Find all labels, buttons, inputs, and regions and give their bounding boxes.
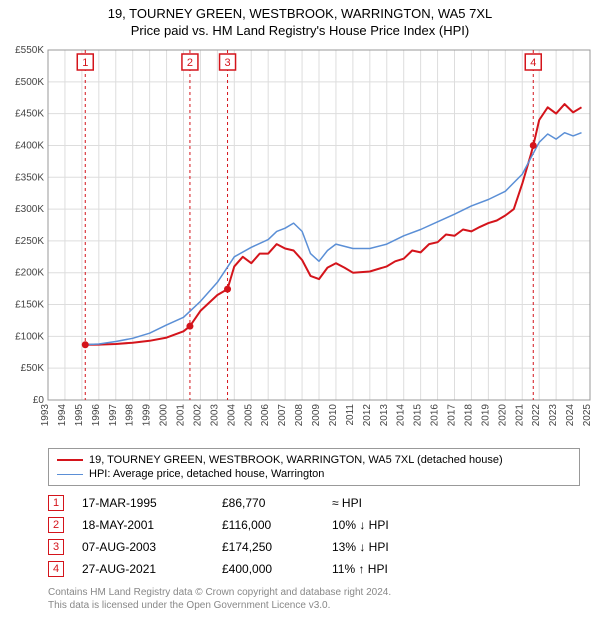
y-tick-label: £200K xyxy=(15,268,44,279)
transaction-delta: 10% ↓ HPI xyxy=(332,518,442,532)
x-tick-label: 2022 xyxy=(531,404,542,427)
sale-point xyxy=(224,286,231,293)
title-address: 19, TOURNEY GREEN, WESTBROOK, WARRINGTON… xyxy=(4,6,596,21)
y-tick-label: £100K xyxy=(15,331,44,342)
transaction-date: 07-AUG-2003 xyxy=(82,540,222,554)
y-tick-label: £300K xyxy=(15,204,44,215)
y-tick-label: £500K xyxy=(15,77,44,88)
transaction-date: 18-MAY-2001 xyxy=(82,518,222,532)
transaction-row: 2 18-MAY-2001£116,00010% ↓ HPI xyxy=(48,514,580,536)
sale-marker-number: 2 xyxy=(187,57,193,69)
y-tick-label: £550K xyxy=(15,45,44,56)
sale-point xyxy=(186,323,193,330)
x-tick-label: 2004 xyxy=(226,404,237,427)
title-subtitle: Price paid vs. HM Land Registry's House … xyxy=(4,23,596,38)
x-tick-label: 1998 xyxy=(125,404,136,427)
page: 19, TOURNEY GREEN, WESTBROOK, WARRINGTON… xyxy=(0,0,600,612)
chart: £0£50K£100K£150K£200K£250K£300K£350K£400… xyxy=(0,40,600,440)
legend-label: 19, TOURNEY GREEN, WESTBROOK, WARRINGTON… xyxy=(89,454,503,466)
x-tick-label: 2003 xyxy=(209,404,220,427)
x-tick-label: 2001 xyxy=(176,404,187,427)
chart-titles: 19, TOURNEY GREEN, WESTBROOK, WARRINGTON… xyxy=(0,0,600,40)
x-tick-label: 2016 xyxy=(430,404,441,427)
x-tick-label: 2009 xyxy=(311,404,322,427)
transaction-row: 1 17-MAR-1995£86,770≈ HPI xyxy=(48,492,580,514)
legend-label: HPI: Average price, detached house, Warr… xyxy=(89,468,324,480)
transaction-price: £174,250 xyxy=(222,540,332,554)
x-tick-label: 1993 xyxy=(40,404,51,427)
x-tick-label: 2018 xyxy=(463,404,474,427)
legend-item: HPI: Average price, detached house, Warr… xyxy=(57,467,571,481)
transaction-price: £116,000 xyxy=(222,518,332,532)
y-tick-label: £350K xyxy=(15,172,44,183)
x-tick-label: 2008 xyxy=(294,404,305,427)
y-tick-label: £150K xyxy=(15,300,44,311)
x-tick-label: 2019 xyxy=(480,404,491,427)
transaction-marker: 4 xyxy=(48,561,64,577)
transaction-date: 17-MAR-1995 xyxy=(82,496,222,510)
sale-marker-number: 4 xyxy=(530,57,536,69)
sale-point xyxy=(82,341,89,348)
sale-point xyxy=(530,142,537,149)
transaction-row: 3 07-AUG-2003£174,25013% ↓ HPI xyxy=(48,536,580,558)
x-tick-label: 2020 xyxy=(497,404,508,427)
x-tick-label: 2017 xyxy=(447,404,458,427)
x-tick-label: 1994 xyxy=(57,404,68,427)
y-tick-label: £400K xyxy=(15,140,44,151)
transaction-delta: 13% ↓ HPI xyxy=(332,540,442,554)
x-tick-label: 2013 xyxy=(379,404,390,427)
transaction-marker: 2 xyxy=(48,517,64,533)
transactions-table: 1 17-MAR-1995£86,770≈ HPI 2 18-MAY-2001£116… xyxy=(48,492,580,580)
x-tick-label: 1995 xyxy=(74,404,85,427)
legend-item: 19, TOURNEY GREEN, WESTBROOK, WARRINGTON… xyxy=(57,453,571,467)
x-tick-label: 2006 xyxy=(260,404,271,427)
y-tick-label: £50K xyxy=(21,363,45,374)
x-tick-label: 2023 xyxy=(548,404,559,427)
footnote-line: Contains HM Land Registry data © Crown c… xyxy=(48,586,580,599)
x-tick-label: 2015 xyxy=(413,404,424,427)
footnote-line: This data is licensed under the Open Gov… xyxy=(48,599,580,612)
footnote: Contains HM Land Registry data © Crown c… xyxy=(48,586,580,612)
transaction-marker: 1 xyxy=(48,495,64,511)
x-tick-label: 2025 xyxy=(582,404,593,427)
transaction-row: 4 27-AUG-2021£400,00011% ↑ HPI xyxy=(48,558,580,580)
x-tick-label: 2007 xyxy=(277,404,288,427)
transaction-price: £400,000 xyxy=(222,562,332,576)
transaction-marker: 3 xyxy=(48,539,64,555)
y-tick-label: £250K xyxy=(15,236,44,247)
legend-swatch xyxy=(57,459,83,461)
chart-svg: £0£50K£100K£150K£200K£250K£300K£350K£400… xyxy=(0,40,600,440)
x-tick-label: 1997 xyxy=(108,404,119,427)
transaction-date: 27-AUG-2021 xyxy=(82,562,222,576)
sale-marker-number: 1 xyxy=(82,57,88,69)
legend-swatch xyxy=(57,474,83,475)
x-tick-label: 2024 xyxy=(565,404,576,427)
transaction-delta: ≈ HPI xyxy=(332,496,442,510)
x-tick-label: 2012 xyxy=(362,404,373,427)
x-tick-label: 2011 xyxy=(345,404,356,426)
x-tick-label: 1999 xyxy=(142,404,153,427)
x-tick-label: 1996 xyxy=(91,404,102,427)
x-tick-label: 2010 xyxy=(328,404,339,427)
x-tick-label: 2021 xyxy=(514,404,525,427)
x-tick-label: 2005 xyxy=(243,404,254,427)
x-tick-label: 2000 xyxy=(159,404,170,427)
transaction-price: £86,770 xyxy=(222,496,332,510)
transaction-delta: 11% ↑ HPI xyxy=(332,562,442,576)
x-tick-label: 2014 xyxy=(396,404,407,427)
y-tick-label: £450K xyxy=(15,109,44,120)
x-tick-label: 2002 xyxy=(192,404,203,427)
sale-marker-number: 3 xyxy=(224,57,230,69)
legend: 19, TOURNEY GREEN, WESTBROOK, WARRINGTON… xyxy=(48,448,580,486)
